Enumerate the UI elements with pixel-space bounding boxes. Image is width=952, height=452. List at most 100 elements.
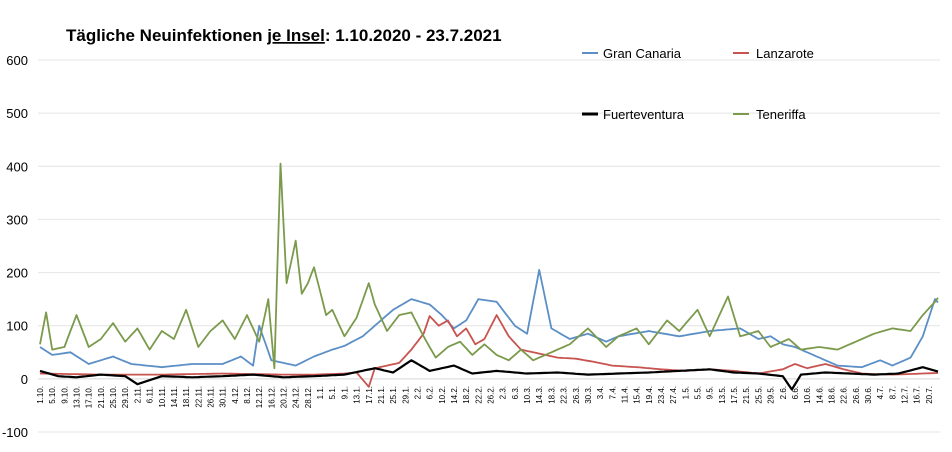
y-tick-label: 100	[6, 319, 28, 334]
x-tick-label: 26.6.	[852, 386, 861, 404]
x-tick-label: 30.3.	[584, 386, 593, 404]
x-tick-label: 30.6.	[864, 386, 873, 404]
x-tick-label: 18.11.	[182, 386, 191, 408]
x-tick-label: 21.5.	[742, 386, 751, 404]
legend: Gran Canaria Lanzarote Fuerteventura Ten…	[582, 46, 814, 122]
x-tick-label: 18.6.	[827, 386, 836, 404]
x-tick-label: 6.11.	[146, 386, 155, 403]
x-tick-label: 2.3.	[499, 386, 508, 399]
legend-label-teneriffa: Teneriffa	[756, 107, 806, 122]
x-tick-label: 4.7.	[876, 386, 885, 399]
x-tick-label: 26.2.	[487, 386, 496, 404]
x-tick-label: 10.3.	[523, 386, 532, 404]
x-tick-label: 22.11.	[194, 386, 203, 408]
x-tick-label: 29.5.	[767, 386, 776, 404]
y-tick-label: 200	[6, 266, 28, 281]
y-axis-ticks: -100 0 100 200 300 400 500 600	[2, 53, 28, 440]
x-tick-label: 17.5.	[730, 386, 739, 404]
x-tick-label: 15.4.	[633, 386, 642, 404]
x-tick-label: 9.5.	[706, 386, 715, 399]
x-tick-label: 8.12.	[243, 386, 252, 404]
x-tick-label: 27.4.	[669, 386, 678, 404]
x-tick-label: 19.4.	[645, 386, 654, 404]
legend-label-fuerteventura: Fuerteventura	[603, 107, 685, 122]
x-tick-label: 23.4.	[657, 386, 666, 404]
grid-lines	[38, 59, 940, 433]
y-tick-label: 400	[6, 159, 28, 174]
x-tick-label: 24.12.	[292, 386, 301, 408]
x-tick-label: 17.10.	[85, 386, 94, 408]
y-tick-label: -100	[2, 425, 28, 440]
x-tick-label: 14.3.	[535, 386, 544, 404]
x-tick-label: 6.3.	[511, 386, 520, 399]
x-tick-label: 29.1.	[401, 386, 410, 404]
x-tick-label: 9.10.	[60, 386, 69, 404]
legend-label-gran-canaria: Gran Canaria	[603, 46, 682, 61]
chart-title: Tägliche Neuinfektionen je Insel: 1.10.2…	[66, 26, 502, 45]
x-tick-label: 28.12.	[304, 386, 313, 408]
legend-item-fuerteventura: Fuerteventura	[582, 107, 685, 122]
series-line-lanzarote	[39, 314, 939, 388]
x-tick-label: 10.6.	[803, 386, 812, 404]
x-tick-label: 30.11.	[219, 386, 228, 408]
x-tick-label: 14.6.	[815, 386, 824, 404]
x-tick-label: 22.3.	[560, 386, 569, 404]
y-tick-label: 0	[21, 372, 28, 387]
x-tick-label: 6.6.	[791, 386, 800, 399]
x-tick-label: 25.1.	[389, 386, 398, 404]
x-tick-label: 13.1.	[353, 386, 362, 404]
x-tick-label: 3.4.	[596, 386, 605, 399]
y-tick-label: 300	[6, 212, 28, 227]
x-tick-label: 1.5.	[681, 386, 690, 399]
x-tick-label: 25.5.	[754, 386, 763, 404]
x-tick-label: 16.7.	[913, 386, 922, 404]
x-tick-label: 10.11.	[158, 386, 167, 408]
series-line-fuerteventura	[39, 359, 939, 391]
x-tick-label: 18.2.	[462, 386, 471, 404]
x-tick-label: 13.10.	[73, 386, 82, 408]
chart-title-part-2: je Insel	[266, 26, 325, 45]
x-tick-label: 1.10.	[36, 386, 45, 404]
x-tick-label: 5.10.	[48, 386, 57, 404]
x-tick-label: 16.12.	[267, 386, 276, 408]
x-tick-label: 22.6.	[840, 386, 849, 404]
x-tick-label: 6.2.	[426, 386, 435, 399]
x-tick-label: 10.2.	[438, 386, 447, 404]
x-tick-label: 26.11.	[206, 386, 215, 408]
chart-title-part-1: Tägliche Neuinfektionen	[66, 26, 267, 45]
x-tick-label: 2.11.	[133, 386, 142, 403]
y-tick-label: 500	[6, 106, 28, 121]
legend-item-gran-canaria: Gran Canaria	[582, 46, 682, 61]
y-tick-label: 600	[6, 53, 28, 68]
x-tick-label: 5.5.	[694, 386, 703, 399]
x-tick-label: 4.12.	[231, 386, 240, 404]
x-tick-label: 9.1.	[340, 386, 349, 399]
series-line-gran-canaria	[39, 269, 939, 369]
x-tick-label: 21.1.	[377, 386, 386, 404]
series-line-teneriffa	[39, 162, 939, 370]
x-tick-label: 18.3.	[547, 386, 556, 404]
x-axis-ticks: 1.10. 5.10. 9.10. 13.10. 17.10. 21.10. 25.10. 2…	[36, 386, 934, 408]
x-tick-label: 12.12.	[255, 386, 264, 408]
x-tick-label: 14.2.	[450, 386, 459, 404]
x-tick-label: 12.7.	[901, 386, 910, 404]
series-lines	[39, 162, 939, 391]
x-tick-label: 21.10.	[97, 386, 106, 408]
x-tick-label: 22.2.	[474, 386, 483, 404]
x-tick-label: 8.7.	[888, 386, 897, 399]
x-tick-label: 2.2.	[413, 386, 422, 399]
x-tick-label: 2.6.	[779, 386, 788, 399]
x-tick-label: 11.4.	[620, 386, 629, 403]
legend-label-lanzarote: Lanzarote	[756, 46, 814, 61]
x-tick-label: 29.10.	[121, 386, 130, 408]
x-tick-label: 13.5.	[718, 386, 727, 404]
x-tick-label: 1.1.	[316, 386, 325, 399]
x-tick-label: 5.1.	[328, 386, 337, 399]
legend-item-teneriffa: Teneriffa	[733, 107, 806, 122]
x-tick-label: 20.7.	[925, 386, 934, 404]
chart-title-part-3: : 1.10.2020 - 23.7.2021	[325, 26, 502, 45]
x-tick-label: 14.11.	[170, 386, 179, 408]
x-tick-label: 17.1.	[365, 386, 374, 404]
